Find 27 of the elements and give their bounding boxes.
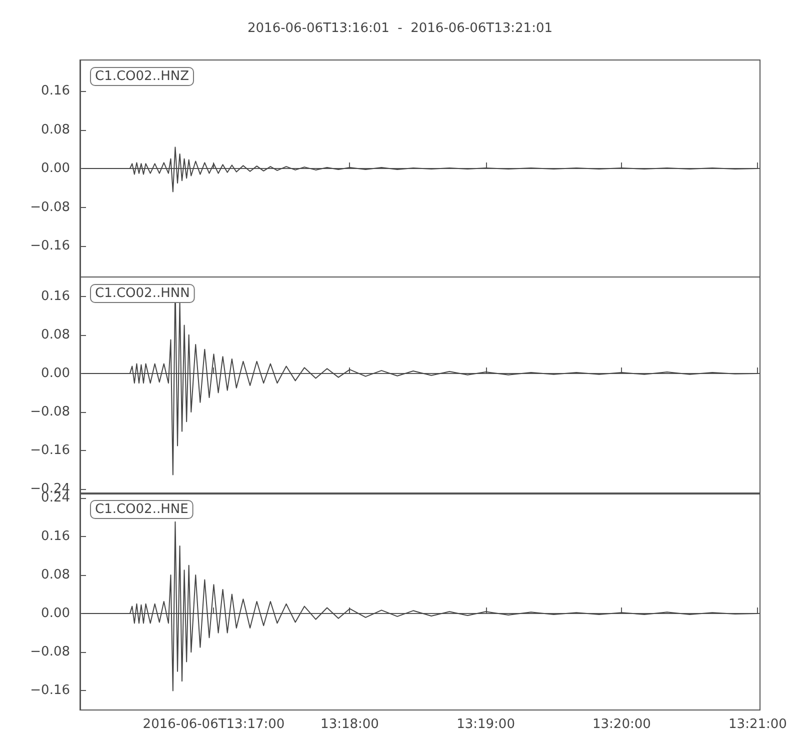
line-series	[82, 522, 758, 692]
annotation: C1.CO02..HNE	[95, 502, 188, 518]
y-tick-label: 0.08	[41, 122, 70, 138]
y-tick-label: 0.08	[41, 327, 70, 342]
y-tick-label: 0.16	[41, 529, 70, 544]
y-tick-label: −0.08	[30, 200, 70, 215]
x-tick-label: 13:19:00	[456, 717, 515, 732]
y-tick-label: 0.00	[41, 161, 70, 176]
y-tick-label: 0.08	[41, 568, 70, 583]
y-tick-label: 0.16	[41, 288, 70, 304]
annotation: C1.CO02..HNZ	[95, 69, 190, 84]
y-tick-label: −0.08	[30, 644, 70, 660]
y-tick-label: −0.16	[30, 238, 70, 254]
y-tick-label: −0.16	[30, 442, 70, 458]
chart-title: 2016-06-06T13:16:01 - 2016-06-06T13:21:01	[248, 21, 552, 36]
x-tick-label: 13:20:00	[592, 717, 651, 732]
x-tick-label: 13:18:00	[320, 717, 379, 732]
y-tick-label: 0.00	[41, 606, 70, 622]
annotation: C1.CO02..HNN	[95, 286, 190, 301]
x-tick-label: 2016-06-06T13:17:00	[142, 717, 285, 732]
y-tick-label: 0.16	[41, 84, 70, 98]
line-series	[82, 146, 758, 192]
y-tick-label: −0.16	[30, 684, 70, 699]
y-tick-label: 0.00	[41, 366, 70, 381]
line-series	[82, 283, 758, 475]
x-tick-label: 13:21:00	[728, 717, 787, 732]
y-tick-label: −0.08	[30, 404, 70, 420]
